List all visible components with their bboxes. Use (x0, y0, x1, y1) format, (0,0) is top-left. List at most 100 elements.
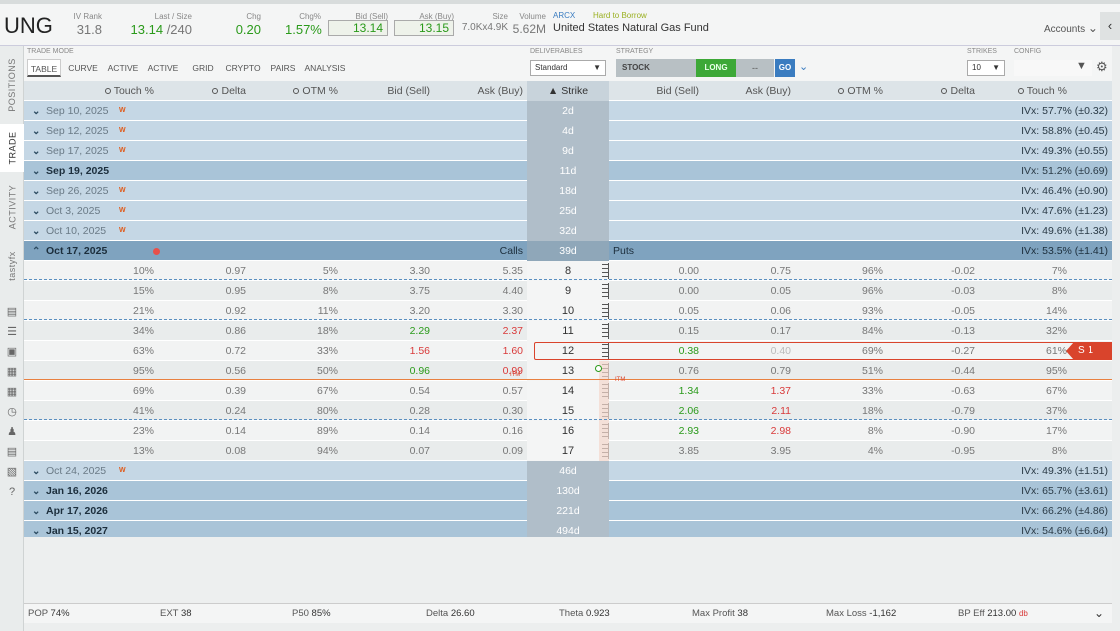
col-strike[interactable]: ▲ Strike (527, 81, 609, 101)
ask-price-button[interactable]: 13.15 (394, 20, 454, 36)
call-bid[interactable]: 1.56 (409, 345, 430, 357)
put-bid[interactable]: 1.34 (678, 385, 699, 397)
people-icon[interactable]: ♟ (7, 426, 17, 438)
strikes-select[interactable]: 10 ▼ (967, 60, 1005, 76)
put-ask[interactable]: 0.79 (770, 365, 791, 377)
put-ask[interactable]: 0.17 (770, 325, 791, 337)
tab-crypto[interactable]: CRYPTO (225, 63, 261, 73)
tab-pairs[interactable]: PAIRS (270, 63, 296, 73)
strike-row[interactable]: 10% 0.97 5% 3.30 5.35 8 0.00 0.75 96% -0.02 7% (24, 261, 1112, 281)
put-bid[interactable]: 3.85 (678, 445, 699, 457)
call-bid[interactable]: 3.20 (409, 305, 430, 317)
col-otm[interactable]: OTM % (302, 85, 338, 97)
collapse-panel-button[interactable]: ‹ (1100, 12, 1120, 40)
put-ask[interactable]: 2.98 (770, 425, 791, 437)
news-icon[interactable]: ▤ (6, 446, 18, 458)
gear-icon[interactable]: ⚙ (1096, 59, 1108, 74)
go-button[interactable]: GO (775, 59, 795, 77)
expiration-row[interactable]: ⌄ Oct 3, 2025 W 25d IVx: 47.6% (±1.23) (24, 201, 1112, 221)
strike-value[interactable]: 15 (527, 401, 609, 421)
tab-table[interactable]: TABLE (27, 59, 61, 77)
call-ask[interactable]: 0.09 (502, 445, 523, 457)
briefcase-icon[interactable]: ▣ (6, 346, 18, 358)
position-tag[interactable]: S 1 (1066, 342, 1112, 360)
put-ask[interactable]: 0.05 (770, 285, 791, 297)
strike-value[interactable]: 9 (527, 281, 609, 301)
tab-analysis[interactable]: ANALYSIS (304, 63, 346, 73)
filter-icon[interactable]: ▼ (1076, 60, 1087, 72)
put-bid[interactable]: 0.00 (678, 265, 699, 277)
strike-value[interactable]: 11 (527, 321, 609, 341)
put-ask[interactable]: 0.06 (770, 305, 791, 317)
call-ask[interactable]: 0.57 (502, 385, 523, 397)
strike-row[interactable]: 69% 0.39 67% 0.54 0.57 14 1.34 1.37 33% -0.63 67% (24, 381, 1112, 401)
expanded-expiration-row[interactable]: ⌃ Oct 17, 2025 Calls 39d Puts IVx: 53.5%… (24, 241, 1112, 261)
strike-value[interactable]: 17 (527, 441, 609, 461)
grid-icon[interactable]: ▦ (6, 386, 18, 398)
call-bid[interactable]: 0.28 (409, 405, 430, 417)
strike-value[interactable]: 16 (527, 421, 609, 441)
call-ask[interactable]: 3.30 (502, 305, 523, 317)
tab-positions[interactable]: POSITIONS (0, 50, 24, 120)
expiration-row[interactable]: ⌄ Oct 10, 2025 W 32d IVx: 49.6% (±1.38) (24, 221, 1112, 241)
put-bid[interactable]: 2.06 (678, 405, 699, 417)
expiration-row[interactable]: ⌄ Sep 17, 2025 W 9d IVx: 49.3% (±0.55) (24, 141, 1112, 161)
col-put-otm[interactable]: OTM % (847, 85, 883, 97)
put-bid[interactable]: 0.76 (678, 365, 699, 377)
put-ask[interactable]: 1.37 (770, 385, 791, 397)
call-ask[interactable]: 5.35 (502, 265, 523, 277)
col-touch[interactable]: Touch % (113, 85, 154, 97)
strategy-long-button[interactable]: LONG (696, 59, 736, 77)
strike-value[interactable]: 10 (527, 301, 609, 321)
deliverables-select[interactable]: Standard ▼ (530, 60, 606, 76)
chevron-down-icon[interactable]: ⌄ (799, 61, 809, 73)
put-ask[interactable]: 2.11 (771, 405, 791, 417)
put-ask[interactable]: 0.75 (770, 265, 791, 277)
strike-row[interactable]: 21% 0.92 11% 3.20 3.30 10 0.05 0.06 93% -0.05 14% (24, 301, 1112, 321)
strike-row[interactable]: 23% 0.14 89% 0.14 0.16 16 2.93 2.98 8% -0.90 17% (24, 421, 1112, 441)
calendar-icon[interactable]: ▧ (6, 466, 18, 478)
call-bid[interactable]: 3.30 (409, 265, 430, 277)
list-icon[interactable]: ☰ (7, 326, 17, 338)
put-bid[interactable]: 0.15 (678, 325, 699, 337)
call-ask[interactable]: 1.60 (502, 345, 523, 357)
col-put-touch[interactable]: Touch % (1026, 85, 1067, 97)
call-bid[interactable]: 0.96 (409, 365, 430, 377)
put-ask[interactable]: 0.40 (770, 345, 791, 357)
call-bid[interactable]: 0.14 (409, 425, 430, 437)
tab-curve[interactable]: CURVE (68, 63, 98, 73)
call-ask[interactable]: 0.16 (502, 425, 523, 437)
strike-value[interactable]: 13 (527, 361, 609, 381)
strike-row[interactable]: 41% 0.24 80% 0.28 0.30 15 2.06 2.11 18% -0.79 37% (24, 401, 1112, 421)
put-ask[interactable]: 3.95 (770, 445, 791, 457)
strike-row[interactable]: 95% 0.56 50% 0.96 0.99 13 0.76 0.79 51% -0.44 95% (24, 361, 1112, 381)
config-filter-field[interactable] (1014, 60, 1092, 76)
strike-row[interactable]: 63% 0.72 33% 1.56 1.60 12 0.38 0.40 69% -0.27 61% S… (24, 341, 1112, 361)
tab-trade[interactable]: TRADE (0, 124, 24, 172)
col-delta[interactable]: Delta (221, 85, 246, 97)
tab-grid[interactable]: GRID (192, 63, 214, 73)
strike-row[interactable]: 34% 0.86 18% 2.29 2.37 11 0.15 0.17 84% -0.13 32% (24, 321, 1112, 341)
tab-activity[interactable]: ACTIVITY (0, 178, 24, 236)
strike-value[interactable]: 12 (527, 341, 609, 361)
bid-price-button[interactable]: 13.14 (328, 20, 388, 36)
tab-active[interactable]: ACTIVE (107, 63, 139, 73)
expiration-row[interactable]: ⌄ Apr 17, 2026 221d IVx: 66.2% (±4.86) (24, 501, 1112, 521)
col-call-bid[interactable]: Bid (Sell) (387, 85, 430, 97)
call-ask[interactable]: 0.99 (502, 365, 523, 377)
expiration-row[interactable]: ⌄ Sep 26, 2025 W 18d IVx: 46.4% (±0.90) (24, 181, 1112, 201)
put-bid[interactable]: 0.38 (678, 345, 699, 357)
call-ask[interactable]: 4.40 (502, 285, 523, 297)
chevron-down-icon[interactable]: ⌄ (1094, 606, 1105, 620)
expiration-row[interactable]: ⌄ Sep 10, 2025 W 2d IVx: 57.7% (±0.32) (24, 101, 1112, 121)
expiration-row[interactable]: ⌄ Sep 19, 2025 11d IVx: 51.2% (±0.69) (24, 161, 1112, 181)
strike-value[interactable]: 14 (527, 381, 609, 401)
col-call-ask[interactable]: Ask (Buy) (477, 85, 523, 97)
strike-value[interactable]: 8 (527, 261, 609, 281)
col-put-delta[interactable]: Delta (950, 85, 975, 97)
strategy-direction-button[interactable]: -- (736, 59, 774, 77)
chart-icon[interactable]: ▦ (6, 366, 18, 378)
put-bid[interactable]: 2.93 (678, 425, 699, 437)
tab-active-v2[interactable]: ACTIVE V2 (147, 63, 179, 91)
call-bid[interactable]: 0.07 (409, 445, 430, 457)
